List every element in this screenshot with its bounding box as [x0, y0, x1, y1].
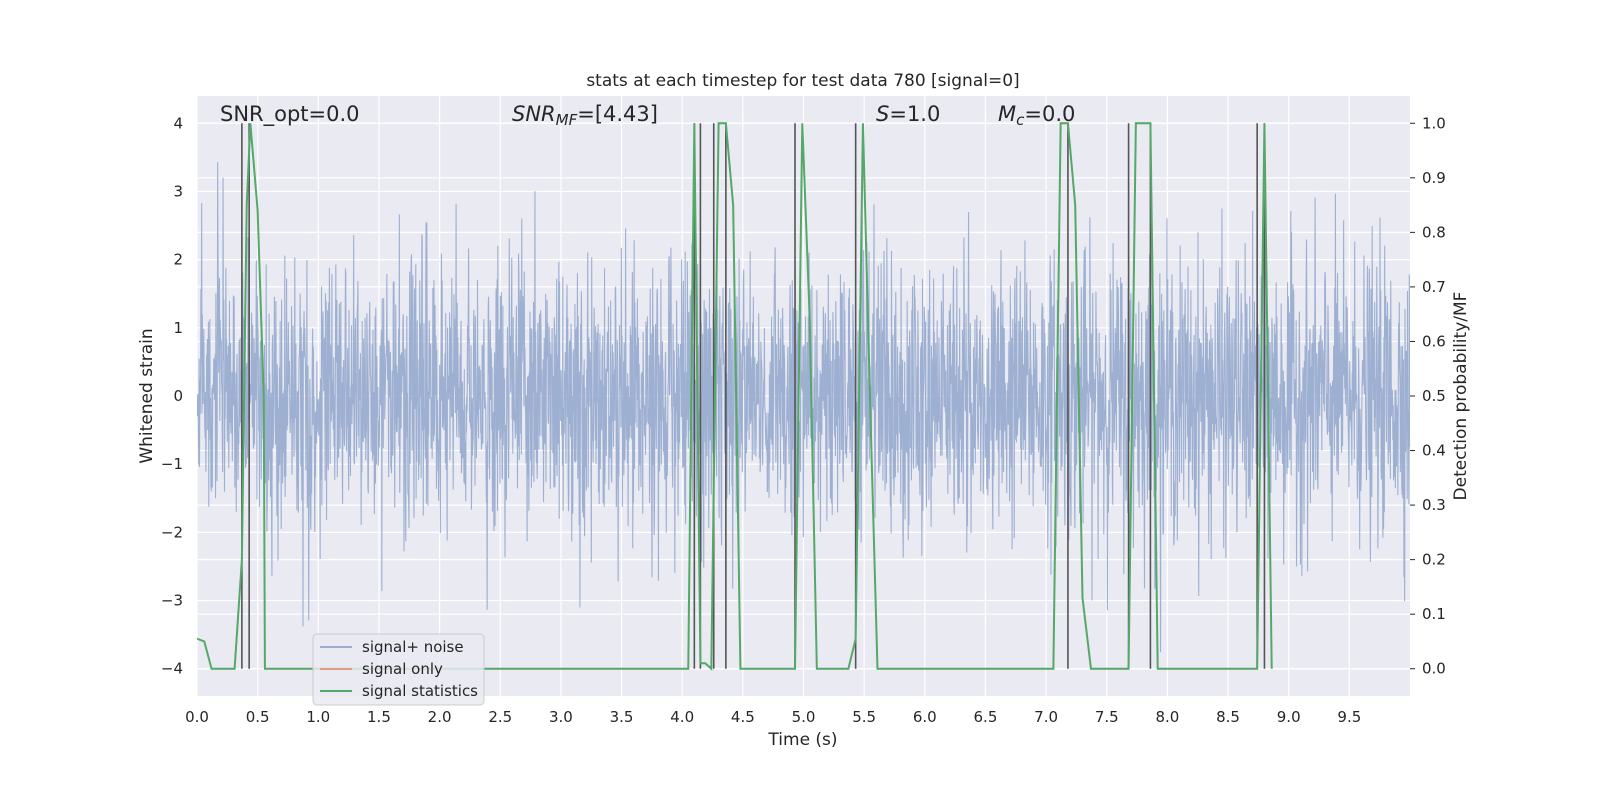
y-tick-label: 1 [173, 319, 183, 337]
legend-label-signal-noise: signal+ noise [362, 638, 464, 656]
legend-label-signal-only: signal only [362, 660, 443, 678]
annotation-mc: Mc=0.0 [998, 102, 1075, 129]
y-right-tick-label: 0.8 [1422, 223, 1446, 241]
x-tick-label: 6.5 [974, 708, 998, 726]
y-tick-label: −1 [161, 455, 183, 473]
x-tick-label: 1.0 [306, 708, 330, 726]
legend-label-signal-statistics: signal statistics [362, 682, 478, 700]
y-right-tick-label: 0.6 [1422, 332, 1446, 350]
x-tick-label: 5.5 [852, 708, 876, 726]
series-signal-statistics [197, 122, 1273, 671]
x-tick-label: 7.5 [1095, 708, 1119, 726]
y-tick-label: 4 [173, 114, 183, 132]
x-tick-label: 8.0 [1155, 708, 1179, 726]
x-tick-label: 9.5 [1337, 708, 1361, 726]
x-tick-label: 1.5 [367, 708, 391, 726]
y-right-tick-label: 0.2 [1422, 551, 1446, 569]
x-tick-label: 4.5 [731, 708, 755, 726]
y-tick-label: 0 [173, 387, 183, 405]
y-axis-label-right: Detection probability/MF [1451, 292, 1471, 501]
annotation-snr-opt: SNR_opt=0.0 [220, 102, 360, 127]
x-tick-label: 2.5 [488, 708, 512, 726]
x-tick-label: 0.0 [185, 708, 209, 726]
x-tick-label: 3.0 [549, 708, 573, 726]
y-tick-label: −2 [161, 523, 183, 541]
y-tick-label: 3 [173, 182, 183, 200]
y-right-tick-label: 0.7 [1422, 278, 1446, 296]
noise-trace [197, 161, 1410, 653]
x-tick-label: 8.5 [1216, 708, 1240, 726]
signal-statistics-line [197, 122, 1273, 671]
y-axis-label: Whitened strain [137, 328, 157, 463]
y-right-tick-label: 0.5 [1422, 387, 1446, 405]
legend: signal+ noise signal only signal statist… [312, 633, 485, 706]
y-tick-label: −4 [161, 660, 183, 678]
y-right-tick-label: 0.0 [1422, 660, 1446, 678]
x-axis-label: Time (s) [767, 730, 837, 750]
chart-title: stats at each timestep for test data 780… [586, 71, 1019, 91]
x-tick-label: 2.0 [428, 708, 452, 726]
x-tick-label: 0.5 [246, 708, 270, 726]
y-right-tick-label: 0.9 [1422, 169, 1446, 187]
y-right-tick-label: 1.0 [1422, 114, 1446, 132]
vertical-lines [241, 123, 1266, 669]
annotation-snr-mf: SNRMF=[4.43] [512, 102, 658, 129]
x-tick-label: 7.0 [1034, 708, 1058, 726]
x-tick-label: 3.5 [610, 708, 634, 726]
x-tick-label: 6.0 [913, 708, 937, 726]
tick-labels: 0.0 0.5 1.0 1.5 2.0 2.5 3.0 3.5 4.0 4.5 5.0 5.5 6.0 6… [161, 114, 1446, 726]
y-tick-label: 2 [173, 251, 183, 269]
annotation-s: S=1.0 [876, 102, 940, 126]
x-tick-label: 4.0 [670, 708, 694, 726]
x-tick-label: 9.0 [1277, 708, 1301, 726]
y-tick-label: −3 [161, 592, 183, 610]
series-signal-noise [197, 161, 1410, 653]
y-right-tick-label: 0.4 [1422, 442, 1446, 460]
y-right-tick-label: 0.1 [1422, 605, 1446, 623]
x-tick-label: 5.0 [792, 708, 816, 726]
y-right-tick-label: 0.3 [1422, 496, 1446, 514]
legend-frame [312, 633, 485, 706]
